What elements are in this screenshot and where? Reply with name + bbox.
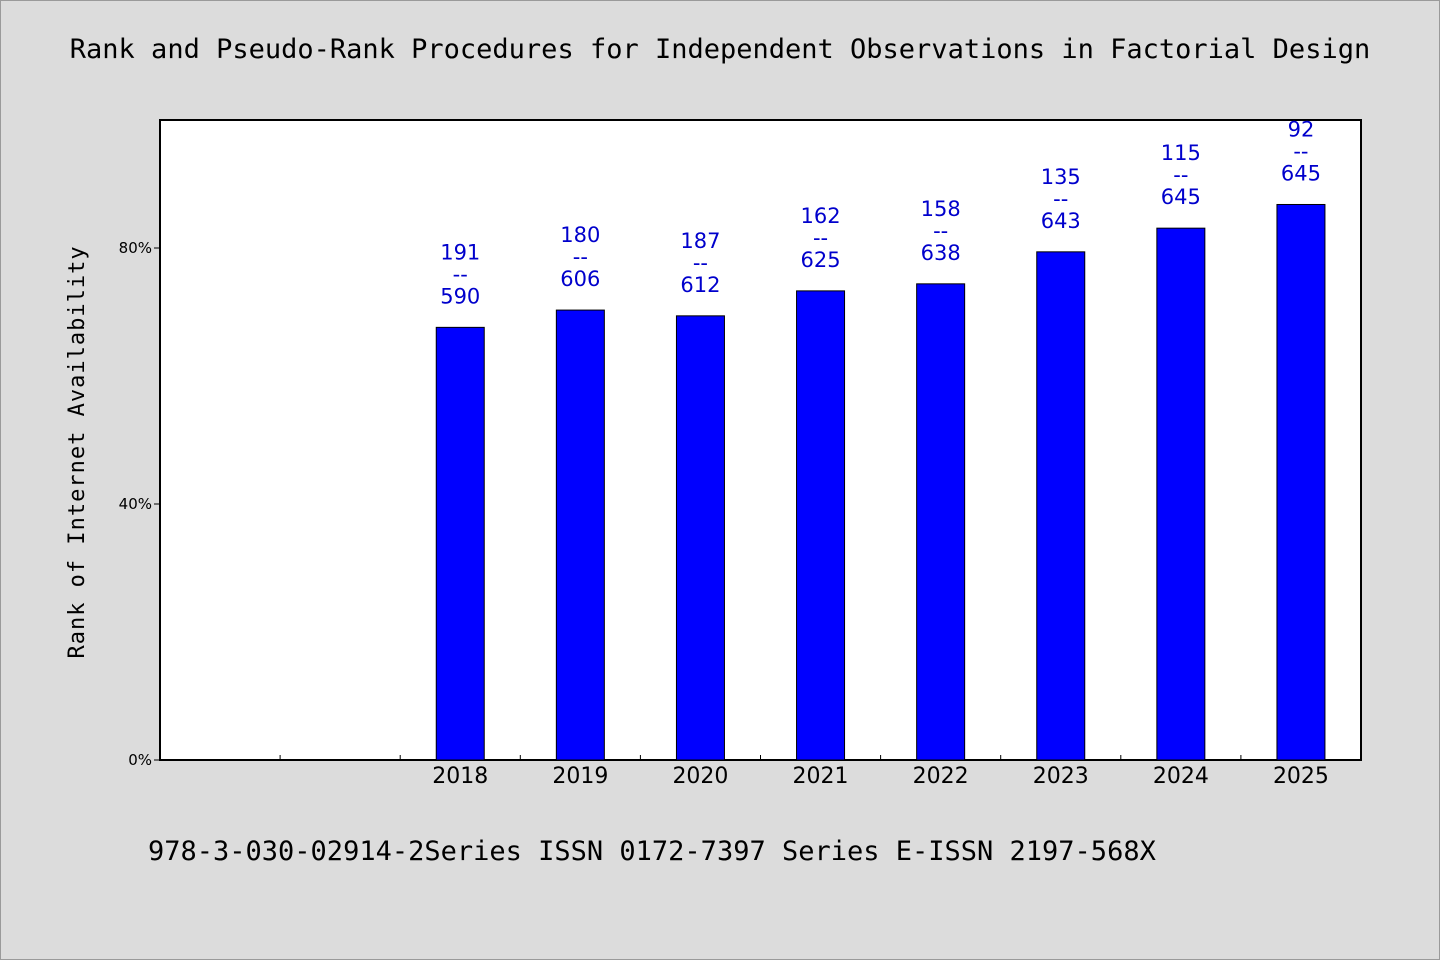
data-label-sep: -- <box>693 251 708 275</box>
bar-2020 <box>675 315 725 761</box>
bar-2018 <box>435 326 485 761</box>
data-label-top: 162 <box>801 204 841 228</box>
bar-2021 <box>796 290 846 761</box>
data-label-sep: -- <box>933 219 948 243</box>
data-label-bottom: 606 <box>560 267 600 291</box>
x-tick-label: 2023 <box>1033 764 1089 789</box>
data-label-sep: -- <box>1173 163 1188 187</box>
data-label-bottom: 625 <box>801 248 841 272</box>
bar-2019 <box>555 309 605 761</box>
y-axis: 0% 40% 80% <box>119 239 160 769</box>
bar-2024 <box>1156 227 1206 761</box>
footer-note: 978-3-030-02914-2Series ISSN 0172-7397 S… <box>148 836 1156 867</box>
data-label-bottom: 590 <box>440 284 480 308</box>
bar-series <box>435 203 1326 761</box>
x-tick-label: 2019 <box>552 764 608 789</box>
data-label-top: 92 <box>1288 117 1315 141</box>
data-label-sep: -- <box>573 245 588 269</box>
x-tick-label: 2025 <box>1273 764 1329 789</box>
x-tick-label: 2020 <box>672 764 728 789</box>
y-axis-label: Rank of Internet Availability <box>65 245 90 658</box>
data-label-sep: -- <box>1293 139 1308 163</box>
data-label-sep: -- <box>453 262 468 286</box>
data-label-top: 191 <box>440 240 480 264</box>
data-label-top: 115 <box>1161 141 1201 165</box>
data-label-bottom: 638 <box>921 241 961 265</box>
y-tick-label: 40% <box>119 495 152 513</box>
data-labels: 191--590180--606187--612162--625158--638… <box>440 117 1321 308</box>
data-label-sep: -- <box>1053 187 1068 211</box>
bar-2023 <box>1036 251 1086 761</box>
data-label-top: 180 <box>560 223 600 247</box>
bar-2025 <box>1276 203 1326 761</box>
y-tick-label: 80% <box>119 239 152 257</box>
data-label-top: 187 <box>680 229 720 253</box>
x-axis: 2018 2019 2020 2021 2022 2023 2024 2025 <box>279 755 1329 789</box>
data-label-bottom: 643 <box>1041 209 1081 233</box>
data-label-top: 158 <box>921 197 961 221</box>
x-tick-label: 2024 <box>1153 764 1209 789</box>
x-tick-label: 2018 <box>432 764 488 789</box>
data-label-sep: -- <box>813 226 828 250</box>
bar-2022 <box>916 283 966 761</box>
y-tick-label: 0% <box>128 751 152 769</box>
data-label-bottom: 645 <box>1161 185 1201 209</box>
x-tick-label: 2022 <box>913 764 969 789</box>
data-label-top: 135 <box>1041 165 1081 189</box>
chart-title: Rank and Pseudo-Rank Procedures for Inde… <box>69 34 1371 65</box>
data-label-bottom: 612 <box>680 273 720 297</box>
x-tick-label: 2021 <box>793 764 849 789</box>
data-label-bottom: 645 <box>1281 161 1321 185</box>
